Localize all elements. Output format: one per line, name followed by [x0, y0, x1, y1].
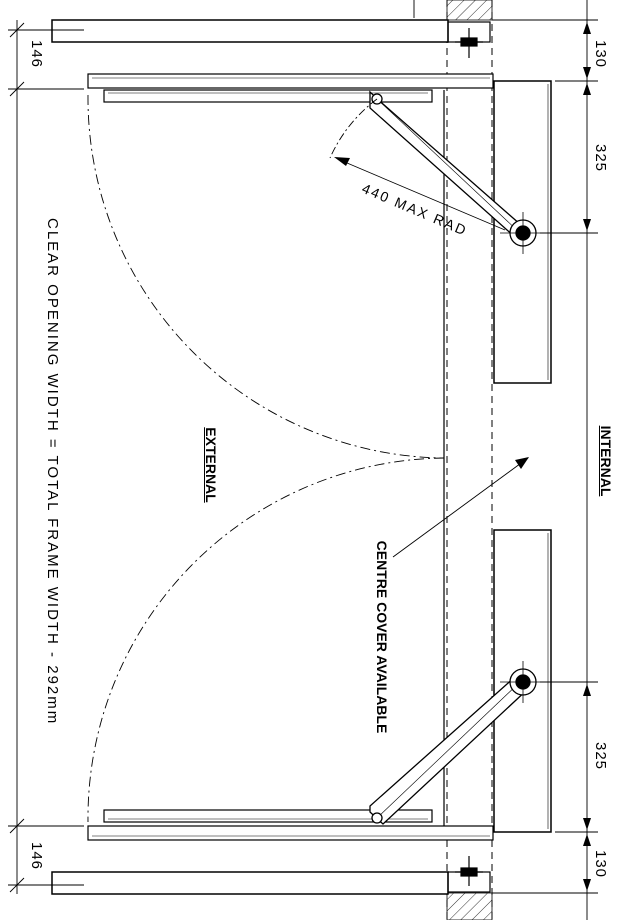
wall-hatch-bottom: [446, 892, 493, 920]
fixing-bracket-top: [447, 21, 491, 58]
door-leaf-bottom: [87, 809, 494, 841]
swing-arc-bottom: [87, 457, 445, 823]
left-dim-lines: [8, 20, 84, 894]
centre-cover-arrowhead: [515, 457, 529, 469]
wall-panel-top: [51, 19, 449, 43]
centre-cover-label: CENTRE COVER AVAILABLE: [374, 540, 390, 734]
operator-arm-top: [369, 90, 550, 254]
dim-right-top-325: 325: [592, 143, 609, 173]
door-leaf-top: [87, 73, 494, 103]
external-label: EXTERNAL: [203, 427, 219, 503]
dim-left-bottom: 146: [28, 841, 45, 871]
wall-panel-bottom: [51, 871, 449, 895]
fixing-bracket-bottom: [447, 856, 491, 893]
clear-opening-label: CLEAR OPENING WIDTH = TOTAL FRAME WIDTH …: [44, 218, 61, 726]
swing-arc-top: [87, 94, 445, 459]
centre-cover-leader: [392, 457, 529, 558]
dim-right-top-130: 130: [592, 39, 609, 69]
dim-left-top: 146: [28, 39, 45, 69]
right-dim-lines: [492, 0, 598, 920]
dim-right-bottom-130: 130: [592, 849, 609, 879]
max-rad-arrowhead: [334, 157, 350, 166]
wall-hatch-top: [446, 0, 493, 21]
internal-label: INTERNAL: [598, 425, 614, 497]
operator-arm-bottom: [369, 661, 550, 825]
right-dim-arrows: [583, 22, 591, 891]
max-rad-leader: [339, 159, 506, 231]
max-rad-arc: [329, 98, 378, 159]
dim-right-bottom-325: 325: [592, 741, 609, 771]
